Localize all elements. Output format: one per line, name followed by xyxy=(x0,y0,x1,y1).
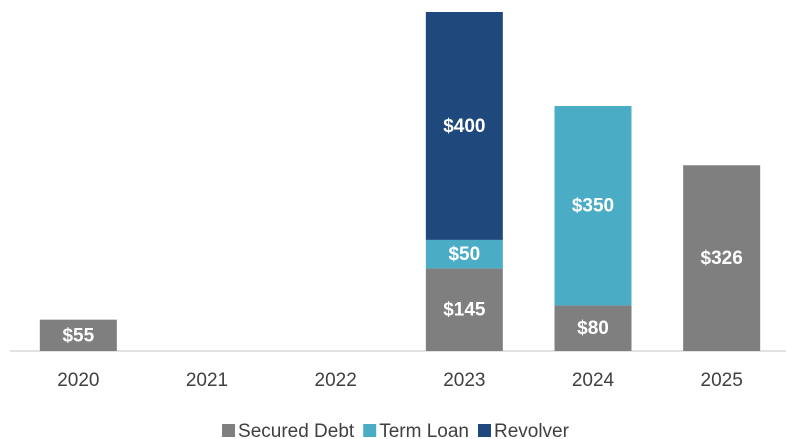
x-tick-label: 2025 xyxy=(701,370,743,391)
x-tick-label: 2021 xyxy=(186,370,228,391)
x-tick-label: 2024 xyxy=(572,370,615,391)
value-label: $55 xyxy=(62,325,94,346)
bar-segment xyxy=(425,12,503,240)
legend-swatch xyxy=(477,424,491,437)
value-label: $145 xyxy=(443,300,486,321)
bar-segment xyxy=(683,165,761,351)
x-tick-label: 2023 xyxy=(443,370,485,391)
bar-segment xyxy=(39,319,117,351)
bar-segment xyxy=(425,268,503,351)
bar-segment xyxy=(554,305,632,351)
value-label: $50 xyxy=(448,244,480,265)
legend-label: Revolver xyxy=(494,421,570,439)
value-label: $326 xyxy=(701,248,743,269)
legend-swatch xyxy=(363,424,377,437)
legend-label: Term Loan xyxy=(379,421,469,439)
legend-label: Secured Debt xyxy=(238,421,355,439)
x-tick-label: 2022 xyxy=(315,370,357,391)
x-tick-label: 2020 xyxy=(57,370,99,391)
bar-segment xyxy=(554,106,632,306)
legend-swatch xyxy=(222,424,236,437)
bar-segment xyxy=(425,239,503,269)
value-label: $80 xyxy=(577,318,609,339)
value-label: $350 xyxy=(572,196,614,217)
value-label: $400 xyxy=(443,116,485,137)
